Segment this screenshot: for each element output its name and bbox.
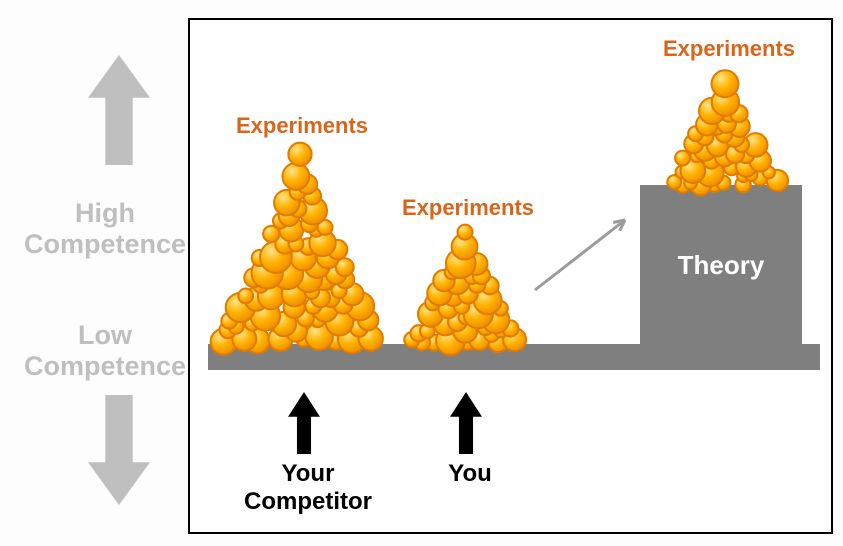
experiments-pile-theory (645, 54, 805, 204)
axis-label-low: Low Competence (15, 320, 195, 382)
pointer-arrow-you (450, 392, 482, 454)
bottom-label-competitor: Your Competitor (228, 460, 388, 515)
pointer-arrow-competitor (288, 392, 320, 454)
axis-label-high: High Competence (15, 198, 195, 260)
theory-box-label: Theory (678, 250, 765, 281)
axis-up-arrow (88, 55, 150, 165)
axis-down-arrow (88, 395, 150, 505)
bottom-label-you: You (420, 460, 520, 488)
experiments-pile-you (386, 209, 544, 364)
experiments-pile-competitor (194, 130, 406, 365)
theory-box: Theory (640, 185, 802, 345)
